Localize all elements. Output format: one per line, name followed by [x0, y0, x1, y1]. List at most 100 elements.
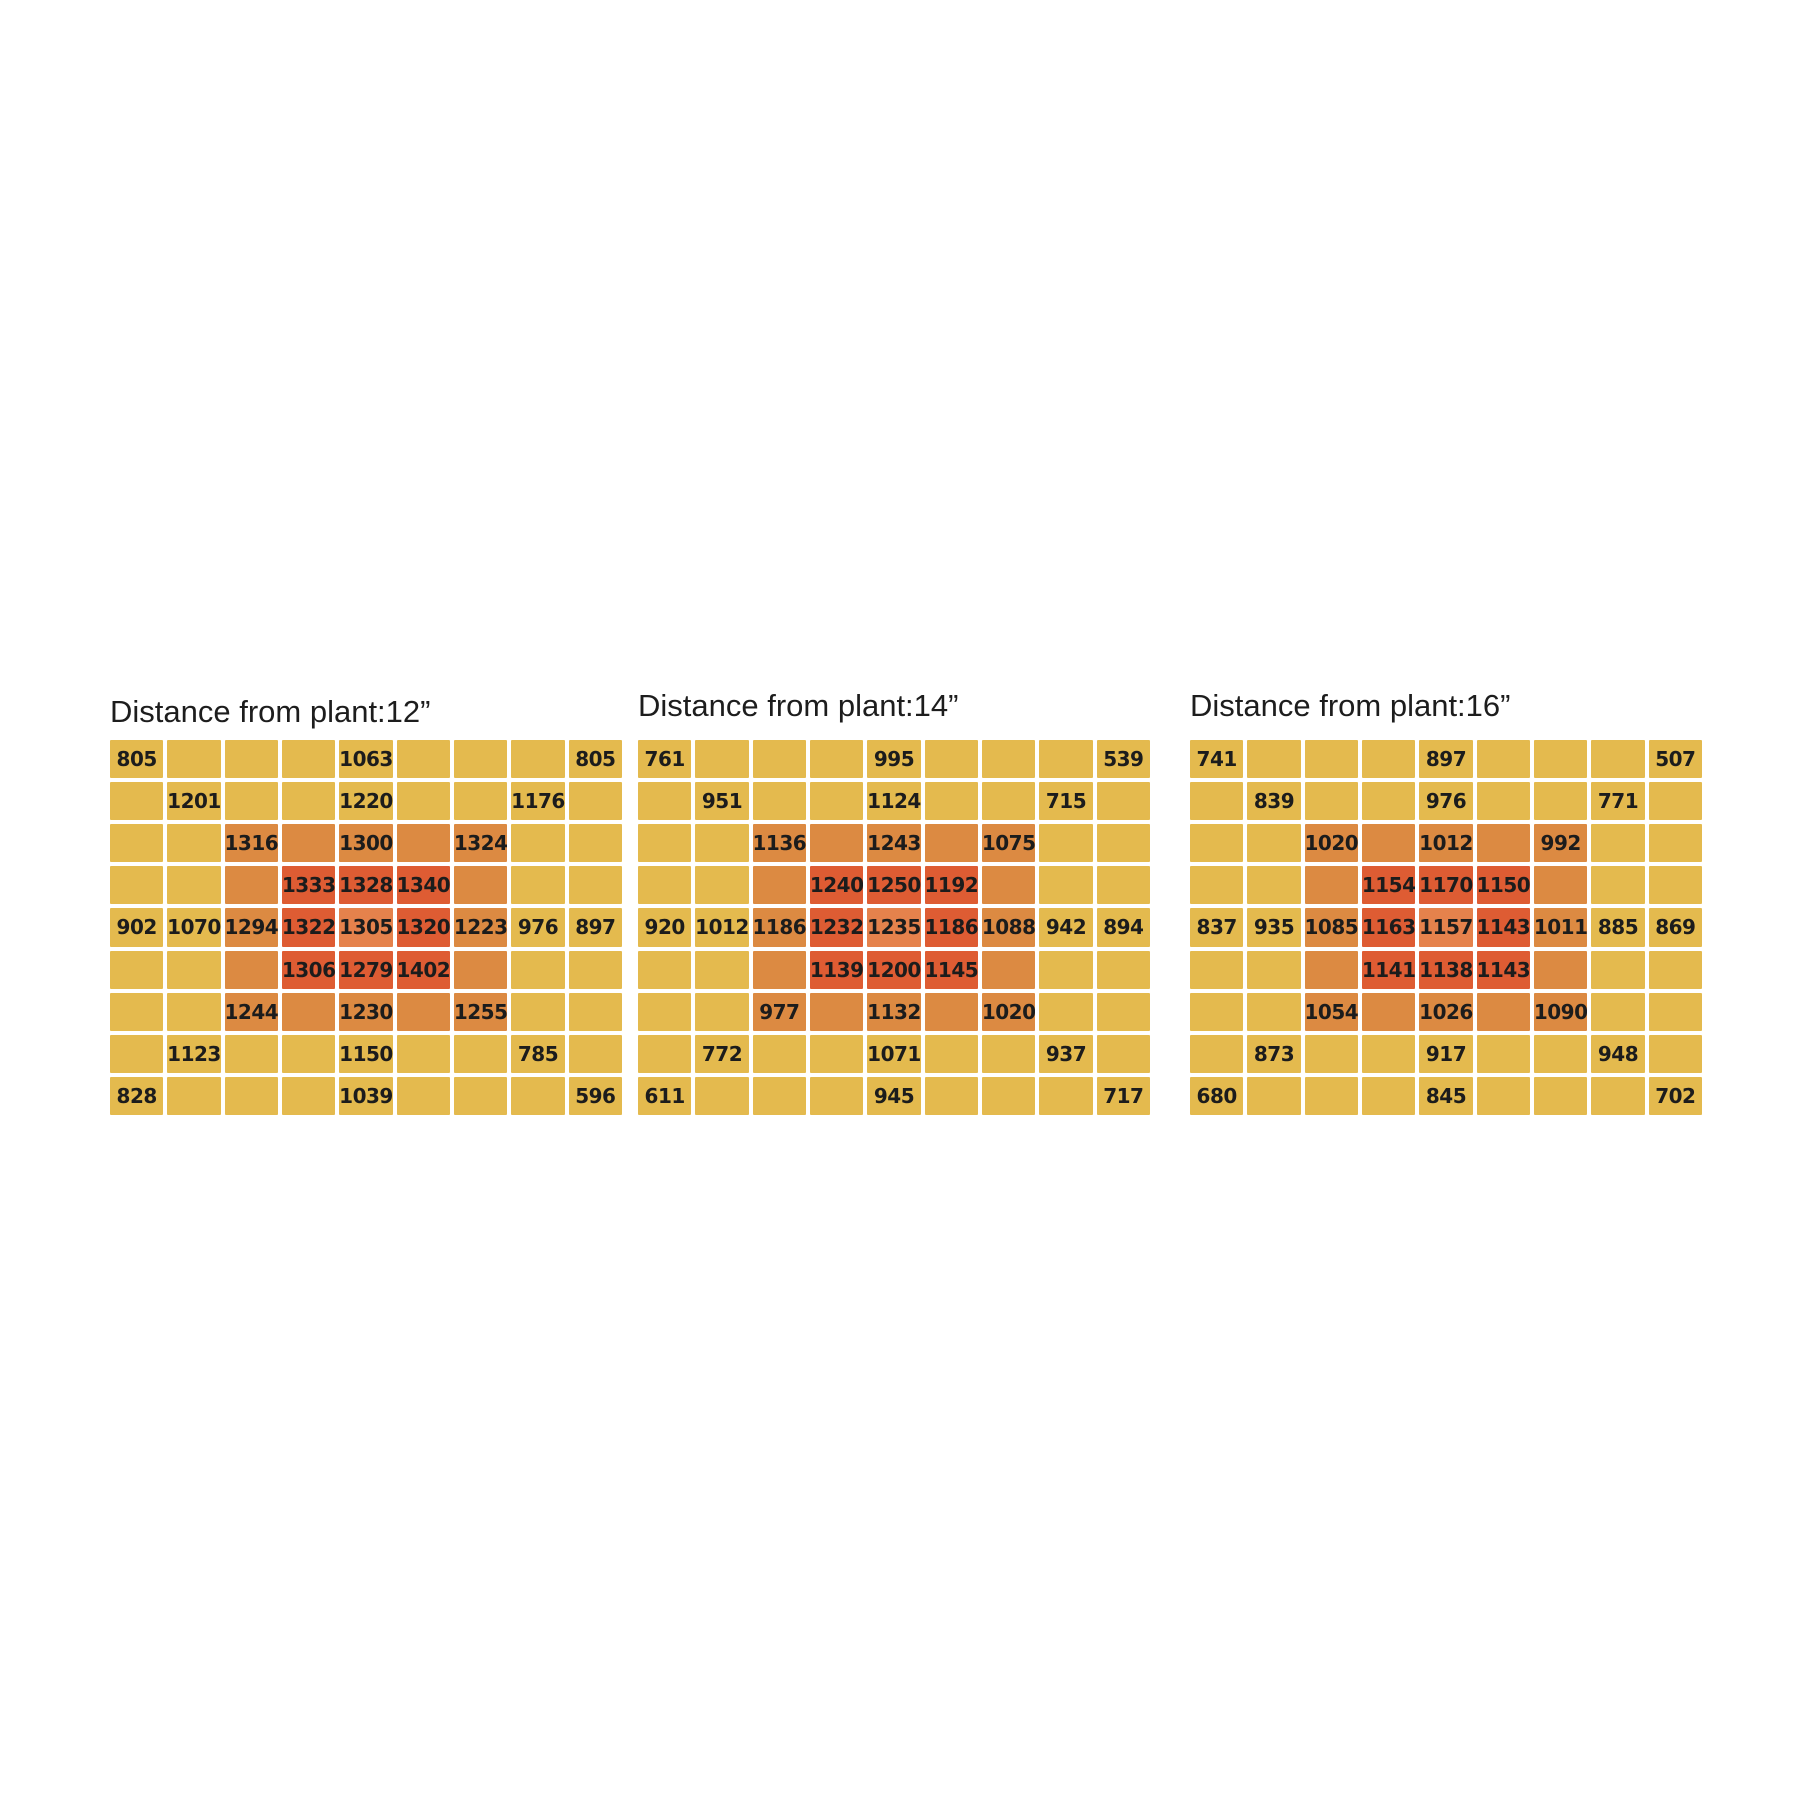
heatmap-cell — [638, 824, 692, 863]
heatmap-cell — [695, 740, 749, 779]
heatmap-cell — [809, 824, 864, 863]
heatmap-cell — [1096, 824, 1150, 863]
heatmap-cell — [110, 824, 164, 863]
heatmap-cell: 935 — [1247, 908, 1301, 947]
heatmap-cell: 1123 — [167, 1034, 221, 1073]
heatmap-cell: 995 — [867, 740, 921, 779]
heatmap-cell — [752, 740, 806, 779]
heatmap-cell: 1026 — [1419, 992, 1473, 1031]
heatmap-cell — [396, 740, 450, 779]
heatmap-title-16in: Distance from plant:16” — [1190, 688, 1511, 723]
heatmap-cell — [1476, 782, 1530, 821]
heatmap-cell — [1039, 950, 1093, 989]
heatmap-cell: 1300 — [339, 824, 393, 863]
heatmap-cell — [167, 740, 221, 779]
heatmap-cell — [695, 866, 749, 905]
heatmap-cell: 1306 — [281, 950, 336, 989]
heatmap-cell: 1154 — [1361, 866, 1416, 905]
heatmap-cell — [1361, 824, 1416, 863]
heatmap-cell — [1190, 866, 1244, 905]
heatmap-cell — [281, 782, 336, 821]
heatmap-cell — [511, 866, 565, 905]
heatmap-cell — [1039, 1076, 1093, 1115]
heatmap-cell: 839 — [1247, 782, 1301, 821]
heatmap-cell — [453, 740, 508, 779]
heatmap-cell — [924, 1076, 978, 1115]
heatmap-cell: 828 — [110, 1076, 164, 1115]
heatmap-cell — [1361, 1076, 1416, 1115]
heatmap-cell: 1192 — [924, 866, 978, 905]
heatmap-cell — [511, 740, 565, 779]
heatmap-cell: 1145 — [924, 950, 978, 989]
heatmap-cell — [110, 950, 164, 989]
heatmap-cell — [1039, 992, 1093, 1031]
heatmap-cell — [1304, 1034, 1358, 1073]
heatmap-cell — [396, 1034, 450, 1073]
heatmap-cell — [1247, 992, 1301, 1031]
heatmap-cell: 1157 — [1419, 908, 1473, 947]
heatmap-cell — [1361, 782, 1416, 821]
heatmap-cell: 1088 — [981, 908, 1036, 947]
heatmap-cell: 869 — [1648, 908, 1702, 947]
heatmap-cell: 902 — [110, 908, 164, 947]
heatmap-cell: 680 — [1190, 1076, 1244, 1115]
heatmap-cell — [1591, 950, 1645, 989]
heatmap-cell — [1039, 740, 1093, 779]
heatmap-cell — [1648, 824, 1702, 863]
heatmap-cell: 977 — [752, 992, 806, 1031]
heatmap-cell — [167, 950, 221, 989]
heatmap-cell — [695, 950, 749, 989]
heatmap-section-16in: Distance from plant:16” 741 897 507 839 976 7… — [1190, 686, 1702, 1115]
heatmap-cell: 1020 — [1304, 824, 1358, 863]
heatmap-cell — [1533, 740, 1588, 779]
heatmap-cell — [1190, 824, 1244, 863]
heatmap-cell: 717 — [1096, 1076, 1150, 1115]
heatmap-cell — [752, 866, 806, 905]
heatmap-cell: 805 — [110, 740, 164, 779]
heatmap-cell: 771 — [1591, 782, 1645, 821]
heatmap-cell: 1186 — [752, 908, 806, 947]
heatmap-cell — [224, 782, 278, 821]
heatmap-cell — [453, 1076, 508, 1115]
heatmap-cell — [453, 950, 508, 989]
heatmap-cell — [396, 782, 450, 821]
heatmap-cell — [638, 950, 692, 989]
heatmap-cell — [981, 740, 1036, 779]
heatmap-cell: 937 — [1039, 1034, 1093, 1073]
heatmap-cell — [167, 824, 221, 863]
heatmap-cell: 1230 — [339, 992, 393, 1031]
heatmap-cell — [1096, 992, 1150, 1031]
heatmap-cell — [568, 950, 622, 989]
heatmap-title-12in: Distance from plant:12” — [110, 694, 431, 729]
heatmap-cell: 894 — [1096, 908, 1150, 947]
heatmap-cell — [1591, 824, 1645, 863]
heatmap-cell — [809, 992, 864, 1031]
heatmap-cell: 1255 — [453, 992, 508, 1031]
heatmap-cell — [924, 824, 978, 863]
heatmap-cell — [110, 1034, 164, 1073]
heatmap-cell: 1235 — [867, 908, 921, 947]
heatmap-cell — [1533, 1076, 1588, 1115]
heatmap-title-14in: Distance from plant:14” — [638, 688, 959, 723]
heatmap-cell: 1143 — [1476, 950, 1530, 989]
heatmap-cell — [1190, 950, 1244, 989]
heatmap-cell — [1247, 824, 1301, 863]
heatmap-cell: 1012 — [1419, 824, 1473, 863]
heatmap-cell — [1591, 992, 1645, 1031]
heatmap-cell: 1150 — [1476, 866, 1530, 905]
heatmap-cell: 596 — [568, 1076, 622, 1115]
heatmap-cell: 805 — [568, 740, 622, 779]
heatmap-cell — [1190, 992, 1244, 1031]
heatmap-cell: 715 — [1039, 782, 1093, 821]
heatmap-cell — [752, 1076, 806, 1115]
heatmap-cell: 1250 — [867, 866, 921, 905]
heatmap-cell: 1243 — [867, 824, 921, 863]
heatmap-cell — [396, 824, 450, 863]
heatmap-grid-14in: 761 995 539 951 1124 715 1136 1243 1075 1240 1250 1… — [638, 740, 1150, 1115]
heatmap-cell: 897 — [568, 908, 622, 947]
heatmap-cell: 1141 — [1361, 950, 1416, 989]
heatmap-cell — [695, 992, 749, 1031]
heatmap-cell — [568, 1034, 622, 1073]
heatmap-cell: 837 — [1190, 908, 1244, 947]
